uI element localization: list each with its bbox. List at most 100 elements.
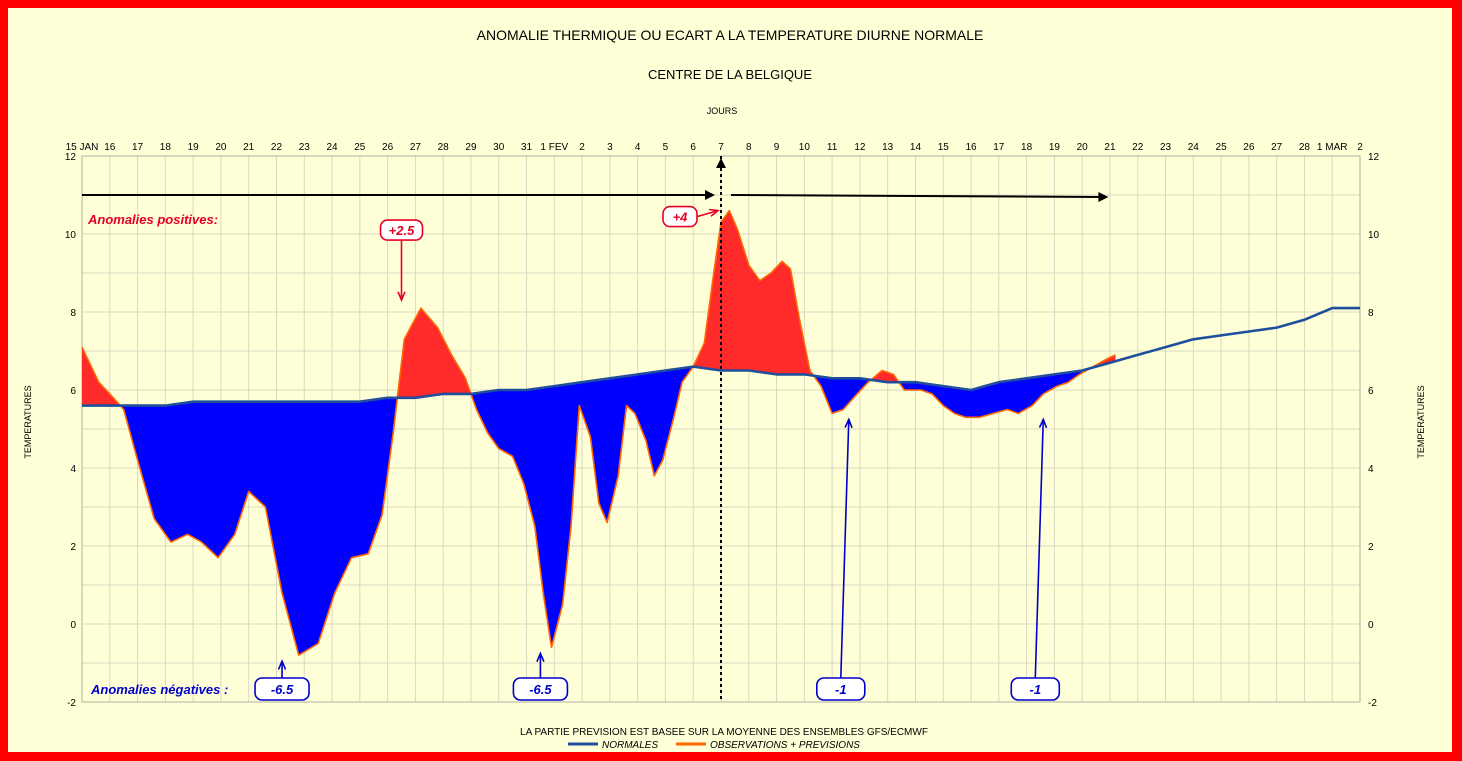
callout-arrow	[840, 419, 850, 679]
y-tick-label-right: 12	[1368, 152, 1380, 163]
axes: 15 JAN 16 17 18 19 20 21 22 23 24 25 26 27 28 29 30 31 1 …	[65, 142, 1380, 709]
negative-anomalies-label: Anomalies négatives :	[90, 682, 228, 697]
y-tick-label-right: 6	[1368, 386, 1374, 397]
x-tick-label: 2	[579, 142, 585, 153]
observations-line	[81, 209, 1116, 656]
x-tick-label: 20	[215, 142, 227, 153]
forecast-period-arrow	[730, 194, 1101, 198]
positive-anomalies-label: Anomalies positives:	[87, 212, 218, 227]
x-tick-label: 17	[132, 142, 144, 153]
x-tick-label: 2	[1357, 142, 1363, 153]
footnote: LA PARTIE PREVISION EST BASEE SUR LA MOY…	[520, 727, 928, 738]
callout-label: -1	[1029, 682, 1041, 697]
x-tick-label: 21	[243, 142, 255, 153]
legend: NORMALES OBSERVATIONS + PREVISIONS	[568, 740, 860, 751]
callout-arrowhead	[844, 417, 853, 429]
positive-anomaly-area	[871, 370, 899, 383]
callout-label: -6.5	[271, 682, 294, 697]
callout-arrowhead	[708, 208, 720, 217]
callout-arrowhead	[397, 291, 406, 303]
x-tick-label: 26	[382, 142, 394, 153]
negative-anomaly-area	[898, 368, 1091, 418]
x-tick-label: 9	[774, 142, 780, 153]
y-tick-label-right: -2	[1368, 698, 1377, 709]
y-tick-label-left: 6	[70, 386, 76, 397]
x-tick-label: 30	[493, 142, 505, 153]
x-tick-label: 27	[1271, 142, 1283, 153]
y-tick-label-left: 0	[70, 620, 76, 631]
callout-box	[662, 205, 698, 228]
y-tick-label-right: 4	[1368, 464, 1374, 475]
x-tick-label: 24	[1188, 142, 1200, 153]
y-axis-label-right: TEMPERATURES	[1416, 385, 1426, 458]
negative-anomaly-area	[120, 397, 398, 655]
chart-subtitle: CENTRE DE LA BELGIQUE	[648, 67, 812, 82]
callout-label: -6.5	[529, 682, 552, 697]
callout-arrowhead	[536, 651, 545, 663]
negative-anomaly-area	[470, 366, 694, 647]
callout-box	[512, 677, 569, 701]
y-tick-label-right: 10	[1368, 230, 1380, 241]
y-tick-label-right: 8	[1368, 308, 1374, 319]
forecast-period-arrowhead	[1098, 191, 1109, 202]
x-tick-label: 10	[799, 142, 811, 153]
x-tick-label: 3	[607, 142, 613, 153]
x-tick-label: 22	[1132, 142, 1144, 153]
y-tick-label-right: 2	[1368, 542, 1374, 553]
anomaly-fills	[82, 211, 1116, 655]
x-tick-label: 1 MAR	[1317, 142, 1348, 153]
chart-title: ANOMALIE THERMIQUE OU ECART A LA TEMPERA…	[477, 27, 984, 43]
x-tick-label: 18	[1021, 142, 1033, 153]
x-axis-label: JOURS	[707, 106, 738, 116]
x-tick-label: 14	[910, 142, 922, 153]
x-tick-label: 16	[104, 142, 116, 153]
x-tick-label: 17	[993, 142, 1005, 153]
x-tick-label: 15	[938, 142, 950, 153]
x-tick-label: 23	[1160, 142, 1172, 153]
x-tick-label: 21	[1104, 142, 1116, 153]
x-tick-label: 24	[326, 142, 338, 153]
y-tick-label-left: 4	[70, 464, 76, 475]
callout-box	[254, 677, 310, 701]
x-tick-label: 5	[663, 142, 669, 153]
callout-label: +2.5	[389, 223, 415, 238]
x-tick-label: 8	[746, 142, 752, 153]
x-tick-label: 7	[718, 142, 724, 153]
y-tick-label-left: 2	[70, 542, 76, 553]
x-tick-label: 28	[1299, 142, 1311, 153]
chart-frame: 15 JAN 16 17 18 19 20 21 22 23 24 25 26 27 28 29 30 31 1 …	[8, 8, 1452, 752]
x-tick-label: 11	[827, 142, 838, 153]
x-tick-label: 20	[1077, 142, 1089, 153]
positive-anomaly-area	[693, 211, 814, 376]
x-tick-label: 23	[299, 142, 311, 153]
legend-label-normales: NORMALES	[602, 740, 658, 751]
chart-svg: 15 JAN 16 17 18 19 20 21 22 23 24 25 26 27 28 29 30 31 1 …	[23, 27, 1426, 751]
y-axis-label-left: TEMPERATURES	[23, 385, 33, 458]
x-tick-label: 4	[635, 142, 641, 153]
x-tick-label: 16	[965, 142, 977, 153]
x-tick-label: 26	[1243, 142, 1255, 153]
annotations: Anomalies positives: Anomalies négatives …	[82, 156, 1109, 702]
x-tick-label: 25	[1216, 142, 1228, 153]
callout-arrowhead	[277, 659, 287, 670]
x-tick-label: 27	[410, 142, 422, 153]
x-tick-label: 18	[160, 142, 172, 153]
callout-box	[379, 219, 424, 241]
callout-arrowhead	[1038, 417, 1048, 429]
x-tick-label: 29	[465, 142, 477, 153]
x-tick-label: 12	[854, 142, 866, 153]
y-tick-label-left: 12	[65, 152, 77, 163]
observation-period-arrowhead	[705, 190, 715, 200]
x-tick-label: 19	[188, 142, 200, 153]
legend-label-observations: OBSERVATIONS + PREVISIONS	[710, 740, 860, 751]
y-tick-label-left: 8	[70, 308, 76, 319]
callout-arrow	[1034, 419, 1045, 679]
positive-anomaly-area	[397, 308, 471, 398]
positive-anomaly-area	[82, 347, 121, 406]
x-tick-label: 6	[690, 142, 696, 153]
x-tick-label: 19	[1049, 142, 1061, 153]
x-tick-label: 15 JAN	[66, 142, 99, 153]
forecast-divider-arrowhead	[716, 158, 726, 168]
x-tick-label: 22	[271, 142, 283, 153]
normales-line	[82, 306, 1360, 407]
